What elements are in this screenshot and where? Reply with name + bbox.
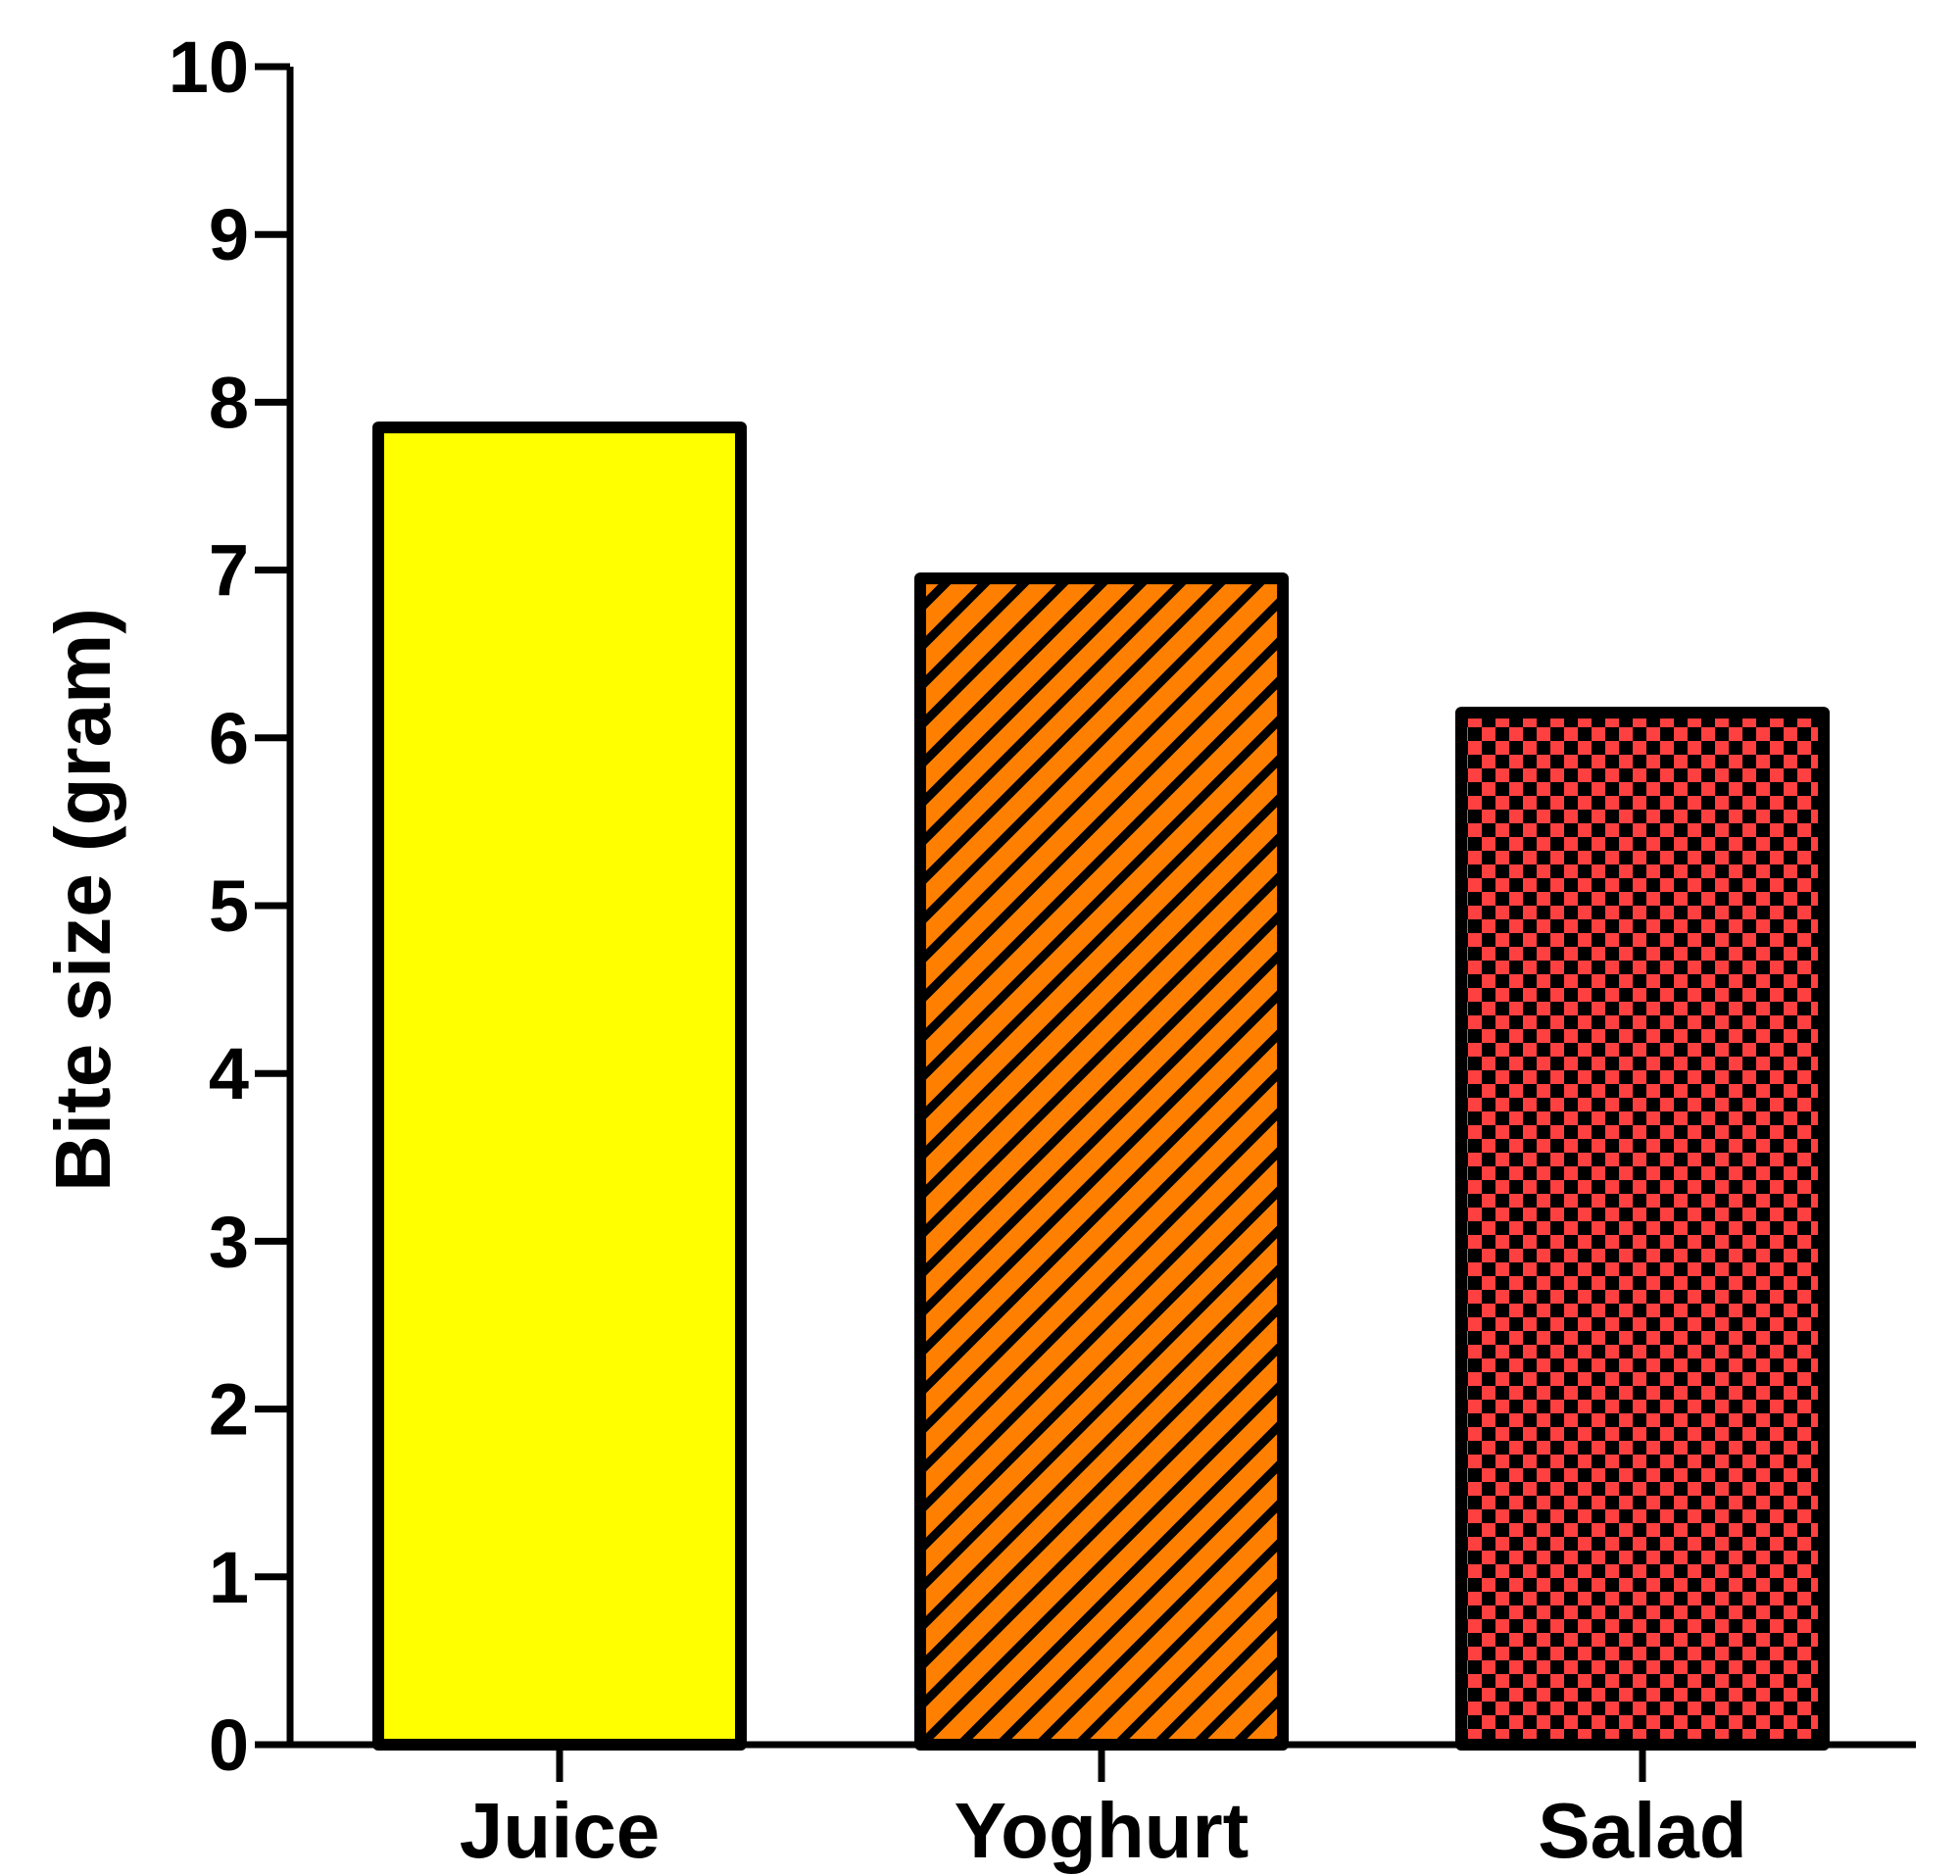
x-axis: Juice Yoghurt Salad — [287, 1741, 1916, 1874]
y-tick-label-8: 8 — [209, 362, 249, 443]
bar-yoghurt — [914, 572, 1289, 1751]
y-tick-label-3: 3 — [209, 1201, 249, 1282]
y-tick-label-9: 9 — [209, 194, 249, 275]
bar-juice — [372, 421, 747, 1752]
bar-salad — [1455, 707, 1830, 1751]
bars-group — [372, 421, 1830, 1752]
y-tick-label-1: 1 — [209, 1537, 249, 1618]
y-tick-label-6: 6 — [209, 698, 249, 779]
y-axis-title: Bite size (gram) — [39, 608, 126, 1192]
y-tick-label-5: 5 — [209, 865, 249, 947]
x-tick-label-yoghurt: Yoghurt — [955, 1787, 1250, 1874]
x-tick-label-juice: Juice — [460, 1787, 661, 1874]
y-tick-label-4: 4 — [209, 1033, 249, 1114]
y-tick-label-7: 7 — [209, 530, 249, 612]
y-tick-label-10: 10 — [169, 26, 249, 108]
y-tick-label-0: 0 — [209, 1704, 249, 1786]
x-tick-label-salad: Salad — [1538, 1787, 1746, 1874]
y-axis: 0 1 2 3 4 5 6 7 8 9 10 — [169, 26, 294, 1786]
y-tick-label-2: 2 — [209, 1369, 249, 1451]
